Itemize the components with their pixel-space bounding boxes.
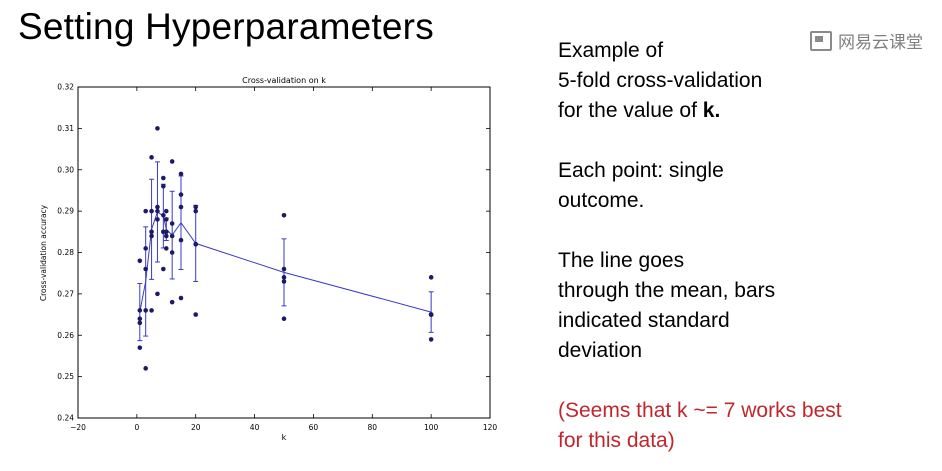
x-tick-label: 60 <box>309 423 319 432</box>
data-point <box>137 345 143 350</box>
data-point <box>143 266 148 272</box>
data-point <box>143 366 148 371</box>
y-tick-label: 0.31 <box>57 124 74 133</box>
data-point <box>178 204 184 210</box>
data-point <box>178 171 184 177</box>
screen-icon <box>810 30 832 51</box>
data-point <box>178 295 184 301</box>
data-point <box>155 126 160 131</box>
y-tick-label: 0.30 <box>57 165 74 174</box>
data-point <box>149 233 154 239</box>
chart-title: Cross-validation on k <box>242 76 326 85</box>
data-point <box>163 246 169 251</box>
slide-title: Setting Hyperparameters <box>18 6 434 47</box>
data-point <box>281 316 287 321</box>
x-tick-label: 120 <box>483 423 498 432</box>
data-point <box>193 204 199 210</box>
data-point <box>149 155 154 160</box>
data-point <box>143 308 148 313</box>
mean-line <box>139 211 432 313</box>
x-tick-label: 0 <box>134 423 139 432</box>
x-tick-label: 80 <box>368 423 378 432</box>
watermark-text: 网易云课堂 <box>838 33 923 53</box>
data-point <box>169 159 175 164</box>
data-point <box>169 299 175 305</box>
y-tick-label: 0.24 <box>57 414 74 423</box>
data-point <box>155 204 160 210</box>
para1-bold-k: k. <box>702 99 721 122</box>
data-point <box>169 221 175 226</box>
para1-text: Example of 5-fold cross-validation for t… <box>558 39 763 122</box>
y-tick-label: 0.27 <box>57 289 74 298</box>
y-tick-label: 0.32 <box>57 83 74 92</box>
data-point <box>178 192 184 197</box>
data-point <box>163 217 169 222</box>
data-point <box>149 308 154 313</box>
explanation-para-1: Example of 5-fold cross-validation for t… <box>558 36 928 126</box>
data-point <box>161 184 166 189</box>
y-tick-label: 0.26 <box>57 331 74 340</box>
data-point <box>169 233 175 239</box>
data-point <box>281 275 287 280</box>
data-point <box>428 312 434 317</box>
x-tick-label: 40 <box>250 423 260 432</box>
x-tick-label: 20 <box>191 423 201 432</box>
chart-ylabel: Cross-validation accuracy <box>39 204 48 301</box>
data-point <box>163 208 169 214</box>
data-point <box>193 241 199 247</box>
explanation-para-3: The line goes through the mean, bars ind… <box>558 249 776 362</box>
explanation-text: Example of 5-fold cross-validation for t… <box>558 36 928 456</box>
y-tick-label: 0.25 <box>57 372 74 381</box>
data-point <box>193 312 199 317</box>
cross-validation-chart: Cross-validation on k k Cross-validation… <box>30 70 500 453</box>
data-point <box>137 258 143 264</box>
data-point <box>428 337 434 342</box>
x-tick-label: 100 <box>424 423 439 432</box>
data-point <box>428 275 434 280</box>
data-point <box>163 233 169 239</box>
watermark: 网易云课堂 <box>810 28 923 53</box>
data-point <box>155 291 160 297</box>
chart-svg: Cross-validation on k k Cross-validation… <box>39 76 498 442</box>
data-point <box>281 266 287 272</box>
data-point <box>161 175 166 181</box>
data-point <box>137 320 143 326</box>
data-point <box>137 308 143 313</box>
data-point <box>137 316 143 321</box>
data-point <box>178 237 184 243</box>
data-point <box>163 229 169 235</box>
x-tick-label: −20 <box>70 423 86 432</box>
best-k-note: (Seems that k ~= 7 works best for this d… <box>558 399 842 452</box>
data-point <box>143 246 148 251</box>
data-point <box>143 208 148 214</box>
y-tick-label: 0.28 <box>57 248 74 257</box>
data-point <box>169 250 175 255</box>
data-point <box>281 279 287 284</box>
chart-xlabel: k <box>282 433 287 442</box>
data-point <box>161 212 166 218</box>
data-point <box>149 229 154 235</box>
data-point <box>161 266 166 272</box>
data-point <box>149 208 154 214</box>
data-point <box>281 212 287 218</box>
data-point <box>193 208 199 214</box>
data-point <box>155 217 160 222</box>
y-tick-label: 0.29 <box>57 207 74 216</box>
explanation-para-2: Each point: single outcome. <box>558 159 724 212</box>
data-point <box>155 208 160 214</box>
